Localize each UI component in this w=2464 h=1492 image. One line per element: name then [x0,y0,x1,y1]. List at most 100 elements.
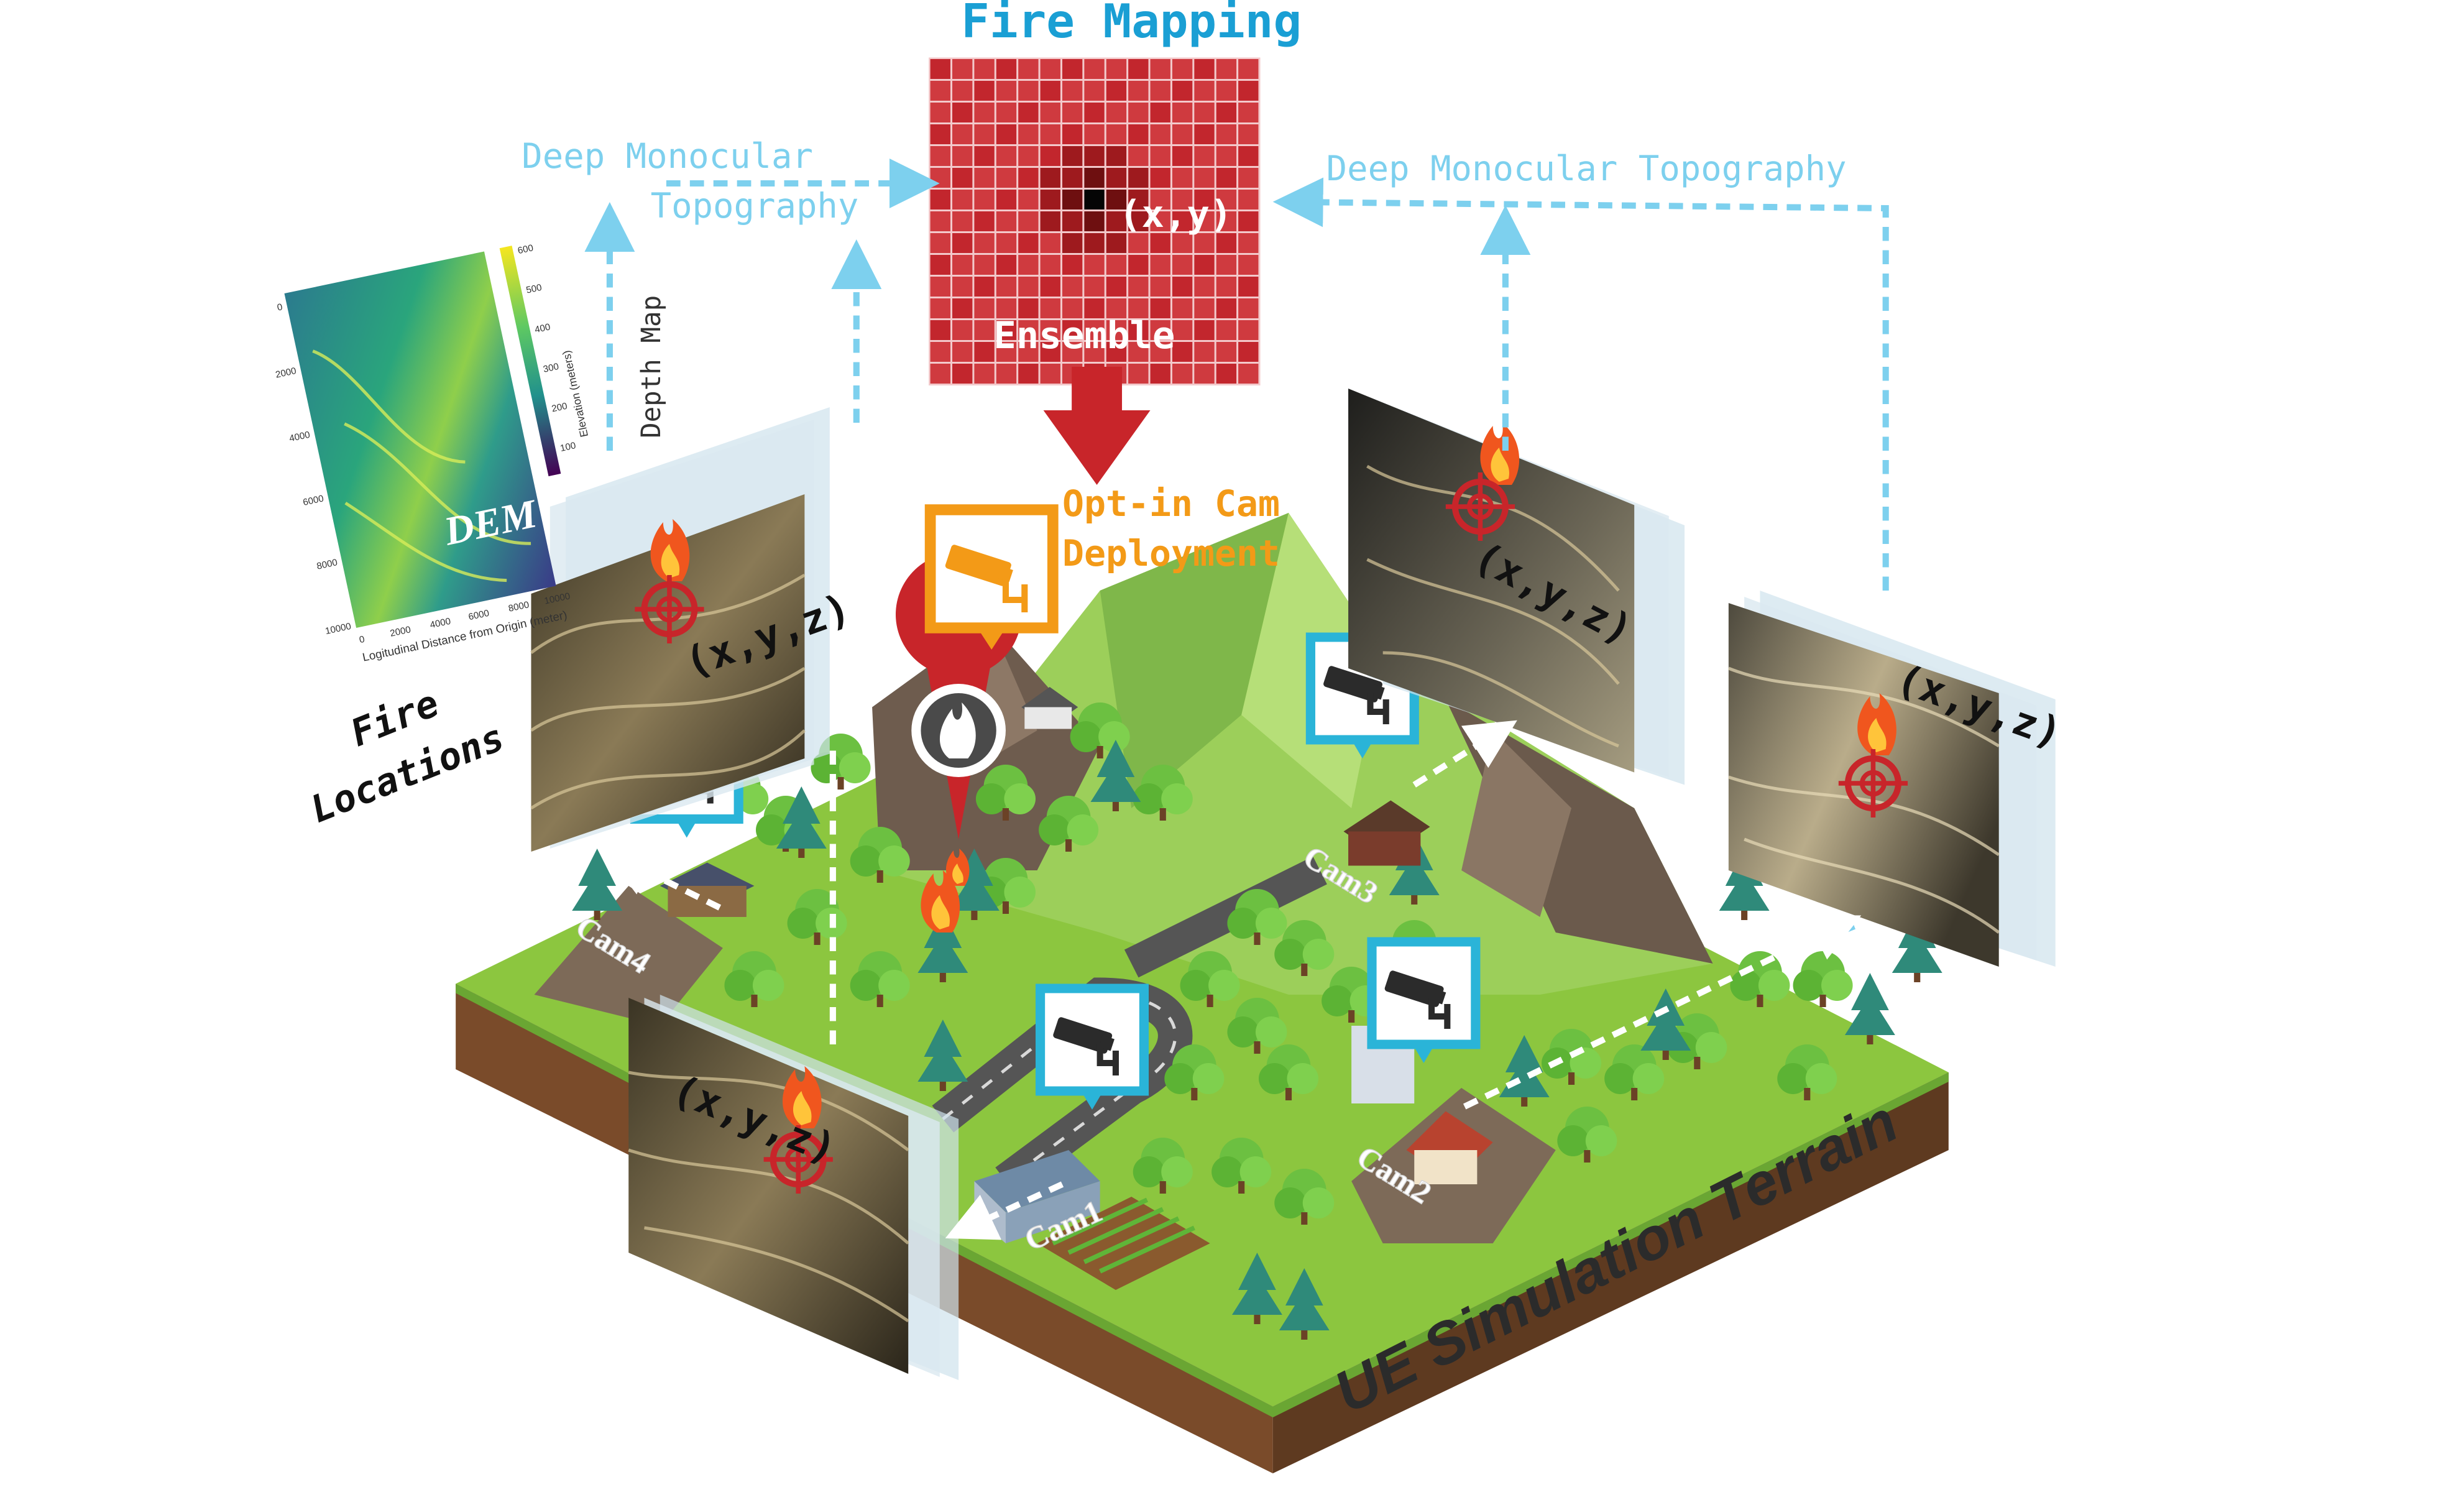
fire-map-cell [930,81,950,101]
fire-map-cell [952,277,973,297]
fire-map-cell [930,146,950,166]
fire-map-cell [1216,81,1237,101]
fire-map-cell [1128,342,1149,362]
fire-map-cell [930,277,950,297]
fire-map-cell [996,190,1017,210]
dem-cbar-tick: 100 [559,440,577,454]
fire-map-cell [1194,146,1215,166]
fire-map-cell [952,124,973,144]
fire-map-cell [1018,168,1039,188]
fire-map-cell [1062,298,1083,318]
cam2-view: (x,y,z) [1727,591,2068,967]
fire-map-cell [974,233,995,253]
fire-locations-label: Fire Locations [305,682,510,832]
fire-map-cell [952,364,973,384]
fire-map-cell [1194,168,1215,188]
fire-map-cell [1238,124,1259,144]
fire-map-cell [1062,190,1083,210]
fire-map-cell [1084,168,1105,188]
fire-map-cell [1172,233,1193,253]
diagram-title: Fire Mapping [961,0,1302,48]
fire-map-cell [974,342,995,362]
fire-map-cell [1018,190,1039,210]
dem-x-tick: 0 [358,634,365,645]
fire-map-cell [1238,342,1259,362]
fire-map-cell [952,103,973,122]
fire-map-cell [1194,211,1215,231]
dem-cbar-tick: 500 [525,282,543,296]
fire-map-cell [1194,81,1215,101]
fire-map-cell [1172,124,1193,144]
dem-x-tick: 8000 [507,599,530,614]
fire-map-cell [930,190,950,210]
fire-map-cell [1018,146,1039,166]
fire-map-cell [1172,298,1193,318]
fire-map-cell [930,233,950,253]
fire-map-cell [1172,103,1193,122]
fire-map-cell [1128,146,1149,166]
fire-map-cell [1128,124,1149,144]
topography-right: Deep Monocular Topography [1326,149,1847,189]
fire-map-cell [996,59,1017,79]
fire-map-cell [1172,342,1193,362]
fire-map-cell [996,211,1017,231]
fire-map-cell [1040,103,1060,122]
fire-map-cell [1106,124,1127,144]
fire-map-cell [1106,298,1127,318]
fire-map-cell [952,233,973,253]
fire-map-cell [1194,124,1215,144]
fire-map-cell [1040,211,1060,231]
fire-map-cell [1216,298,1237,318]
fire-map-cell [952,190,973,210]
fire-map-cell [1128,255,1149,275]
fire-map-cell [1128,233,1149,253]
fire-map-cell [1040,298,1060,318]
fire-map-cell [1172,211,1193,231]
fire-map-cell [1238,103,1259,122]
dem-x-tick: 6000 [467,608,490,622]
fire-map-cell [1084,320,1105,340]
dem-x-tick: 2000 [389,624,412,638]
fire-map-cell [1172,146,1193,166]
fire-map-cell [1150,342,1170,362]
fire-map-cell [1238,233,1259,253]
fire-map-cell [930,168,950,188]
fire-map-cell [1018,364,1039,384]
fire-map-cell [996,298,1017,318]
fire-map-cell [1084,146,1105,166]
fire-map-cell [1238,298,1259,318]
fire-map-cell [1062,168,1083,188]
fire-map-cell [1128,190,1149,210]
fire-map-cell [974,255,995,275]
fire-map-cell [1106,255,1127,275]
fire-map-cell [1172,320,1193,340]
fire-map-cell [974,320,995,340]
fire-map-cell [1150,168,1170,188]
fire-map-cell [1062,211,1083,231]
fire-map-cell [1106,211,1127,231]
fire-map-cell [1018,298,1039,318]
fire-map-cell [1216,233,1237,253]
fire-map-cell [1150,277,1170,297]
fire-map-cell [996,342,1017,362]
fire-map-cell [1238,59,1259,79]
fire-map-cell [1062,146,1083,166]
fire-map-cell [1040,320,1060,340]
fire-map-cell [1216,146,1237,166]
fire-map-cell [996,81,1017,101]
fire-map-cell [1216,211,1237,231]
fire-map-cell [930,124,950,144]
fire-map-cell [930,255,950,275]
fire-map-cell [1150,320,1170,340]
deployment-line1: Opt-in Cam [1062,482,1280,525]
fire-map-cell [930,298,950,318]
fire-map-cell [1194,277,1215,297]
dem-ylabel: Elevation (meters) [560,349,591,438]
fire-map-cell [1194,342,1215,362]
fire-map-cell [996,168,1017,188]
crop-field [1037,1197,1210,1290]
dem-y-tick: 8000 [316,557,339,571]
fire-map-cell [1238,320,1259,340]
fire-map-cell [1238,81,1259,101]
fire-map-cell [1040,255,1060,275]
